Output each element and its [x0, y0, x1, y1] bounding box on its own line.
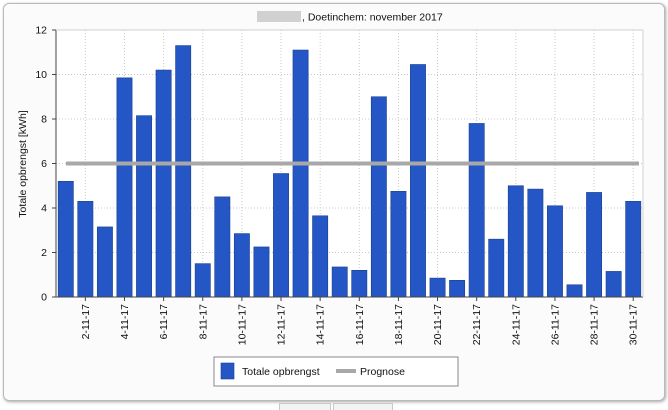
x-tick-label: 14-11-17: [315, 304, 327, 345]
bar: [96, 226, 113, 298]
bar: [116, 77, 133, 298]
tab-left: [279, 403, 331, 410]
bar: [527, 188, 544, 298]
bar: [605, 271, 622, 298]
bar: [273, 173, 289, 298]
y-tick-label: 6: [41, 158, 47, 170]
legend-swatch-bar: [220, 362, 235, 380]
bar: [449, 280, 466, 298]
bottom-tabs: [279, 403, 399, 410]
x-tick-label: 26-11-17: [549, 304, 561, 345]
legend: Totale opbrengst Prognose: [213, 356, 459, 387]
y-axis-ticks: 0 2 4 6 8 10 12: [35, 25, 56, 304]
bar: [253, 246, 270, 298]
x-tick-label: 28-11-17: [589, 304, 601, 345]
x-tick-label: 8-11-17: [197, 304, 209, 340]
bar: [586, 192, 603, 298]
x-tick-label: 30-11-17: [628, 304, 640, 345]
y-tick-label: 4: [41, 203, 47, 215]
bar: [57, 181, 74, 298]
x-tick-label: 4-11-17: [119, 304, 131, 340]
x-tick-label: 6-11-17: [158, 304, 170, 340]
legend-label-prognose: Prognose: [360, 366, 405, 378]
bar: [625, 201, 642, 298]
x-tick-label: 12-11-17: [276, 304, 288, 345]
y-tick-label: 2: [41, 247, 47, 259]
bar: [507, 185, 524, 298]
y-tick-label: 10: [35, 69, 47, 81]
bar: [175, 45, 192, 298]
bar: [547, 205, 563, 298]
bar: [390, 191, 407, 298]
bar: [566, 284, 583, 298]
legend-swatch-line: [336, 369, 356, 373]
bar: [136, 115, 152, 298]
x-tick-label: 22-11-17: [471, 304, 483, 345]
bar: [429, 277, 446, 298]
bar: [370, 96, 387, 298]
y-axis-label: Totale opbrengst [kWh]: [17, 110, 29, 217]
x-tick-label: 18-11-17: [393, 304, 405, 345]
bar: [214, 196, 231, 298]
y-tick-label: 8: [41, 114, 47, 126]
bar: [351, 269, 368, 298]
x-tick-label: 10-11-17: [236, 304, 248, 345]
bar: [155, 69, 172, 298]
bar: [410, 64, 426, 298]
bar: [331, 266, 348, 298]
bar: [468, 123, 485, 298]
tab-right: [333, 403, 393, 410]
bar: [292, 49, 309, 298]
x-tick-label: 20-11-17: [432, 304, 444, 345]
y-tick-label: 0: [41, 292, 47, 304]
x-tick-label: 16-11-17: [354, 304, 366, 345]
bar: [194, 263, 211, 298]
chart-title: , Doetinchem: november 2017: [302, 12, 443, 24]
x-axis-ticks: 2-11-17 4-11-17 6-11-17 8-11-17 10-11-17 12-1…: [80, 297, 640, 345]
title-redaction: [257, 11, 301, 22]
bar: [488, 238, 505, 298]
y-tick-label: 12: [35, 25, 47, 37]
bar: [77, 201, 94, 298]
x-tick-label: 24-11-17: [510, 304, 522, 345]
legend-label-totale: Totale opbrengst: [242, 366, 320, 378]
bar: [233, 233, 250, 298]
bar: [312, 215, 329, 298]
x-tick-label: 2-11-17: [80, 304, 92, 340]
